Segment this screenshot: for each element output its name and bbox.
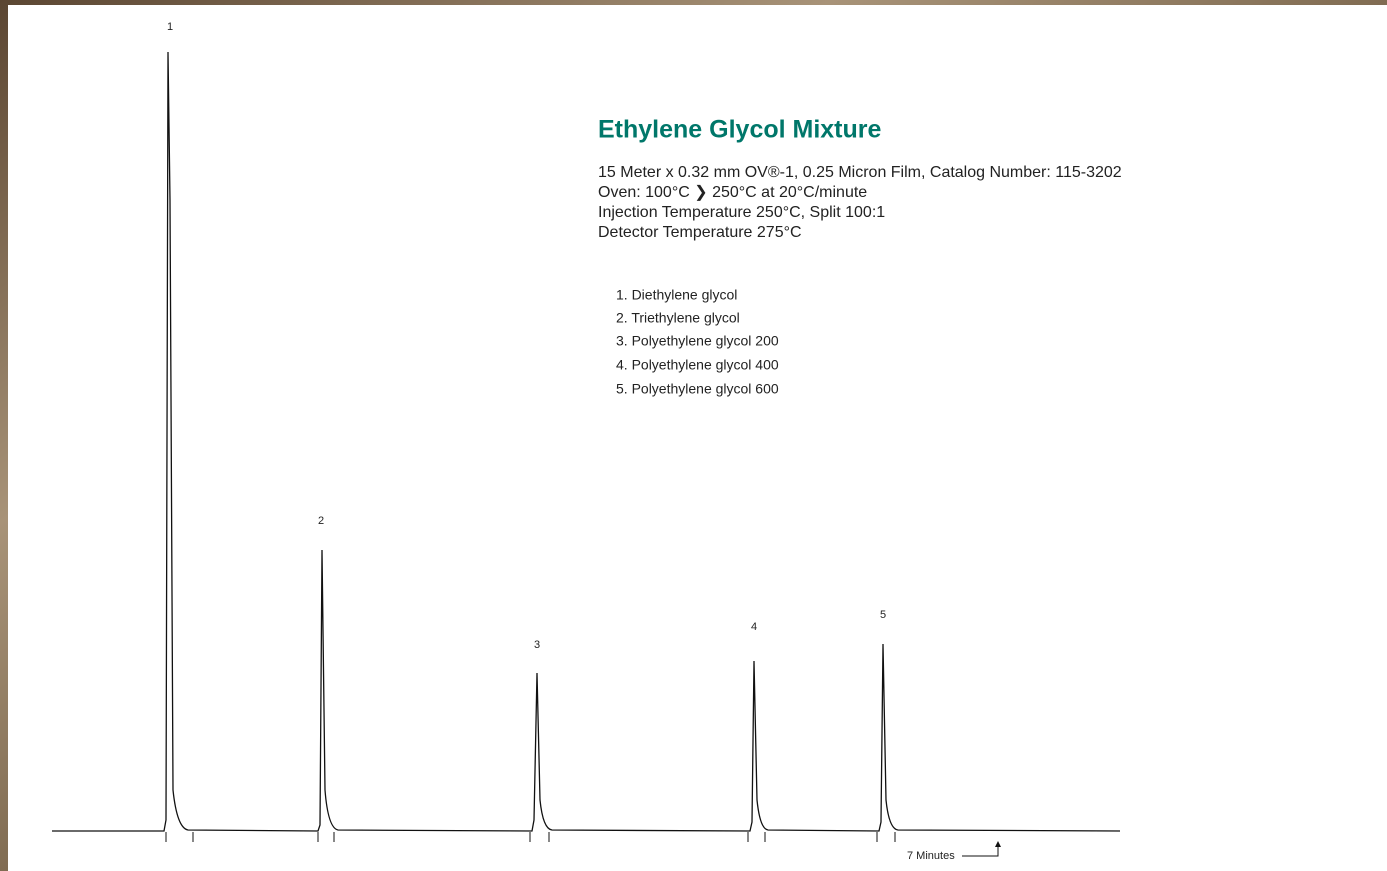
chromatogram-trace [52, 51, 1121, 832]
time-arrowhead [995, 841, 1001, 847]
peak-label: 2 [318, 515, 324, 527]
condition: Injection Temperature 250°C, Split 100:1 [598, 204, 885, 221]
condition: Detector Temperature 275°C [598, 224, 802, 241]
condition: 15 Meter x 0.32 mm OV®-1, 0.25 Micron Fi… [598, 164, 1122, 181]
compound: 3. Polyethylene glycol 200 [616, 333, 779, 349]
peak-label: 4 [751, 621, 757, 633]
compound: 1. Diethylene glycol [616, 287, 737, 303]
compound: 5. Polyethylene glycol 600 [616, 381, 779, 397]
title: Ethylene Glycol Mixture [598, 116, 882, 144]
compound: 4. Polyethylene glycol 400 [616, 357, 779, 373]
compound: 2. Triethylene glycol [616, 310, 740, 326]
time-note: 7 Minutes [907, 850, 955, 862]
peak-label: 1 [167, 21, 173, 33]
peak-label: 3 [534, 639, 540, 651]
panel [8, 5, 1387, 871]
peak-label: 5 [880, 609, 886, 621]
time-arrow [962, 845, 999, 857]
peak-markers [165, 832, 896, 842]
condition: Oven: 100°C ❯ 250°C at 20°C/minute [598, 184, 867, 201]
